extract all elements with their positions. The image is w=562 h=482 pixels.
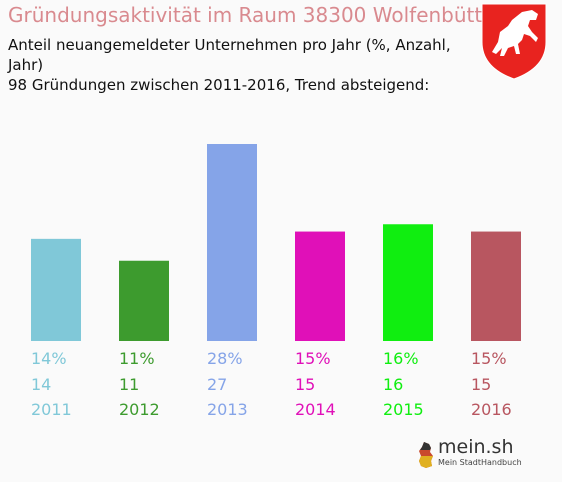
brand-logo[interactable]: mein.sh Mein StadtHandbuch bbox=[414, 436, 534, 474]
subtitle-line-1: Anteil neuangemeldeter Unternehmen pro J… bbox=[8, 36, 451, 74]
x-tick-label: 2012 bbox=[119, 400, 160, 419]
x-tick-label: 2013 bbox=[207, 400, 248, 419]
subtitle-line-2: 98 Gründungen zwischen 2011-2016, Trend … bbox=[8, 76, 430, 94]
bar-count-label: 15 bbox=[471, 375, 491, 394]
bar-2011 bbox=[31, 238, 81, 341]
x-tick-label: 2011 bbox=[31, 400, 72, 419]
chart-title: Gründungsaktivität im Raum 38300 Wolfenb… bbox=[8, 3, 501, 27]
bar-percent-label: 28% bbox=[207, 349, 243, 368]
bar-2015 bbox=[383, 224, 433, 341]
bar-2012 bbox=[119, 260, 169, 341]
brand-tagline: Mein StadtHandbuch bbox=[438, 458, 522, 467]
bar-percent-label: 15% bbox=[471, 349, 507, 368]
bar-count-label: 11 bbox=[119, 375, 139, 394]
bar-count-label: 15 bbox=[295, 375, 315, 394]
x-tick-label: 2016 bbox=[471, 400, 512, 419]
chart-subtitle: Anteil neuangemeldeter Unternehmen pro J… bbox=[8, 35, 478, 95]
bar-2014 bbox=[295, 231, 345, 341]
x-tick-label: 2014 bbox=[295, 400, 336, 419]
coat-of-arms-icon bbox=[481, 3, 547, 80]
bar-count-label: 14 bbox=[31, 375, 51, 394]
bar-2013 bbox=[207, 144, 257, 341]
bar-percent-label: 16% bbox=[383, 349, 419, 368]
bar-percent-label: 14% bbox=[31, 349, 67, 368]
bar-count-label: 16 bbox=[383, 375, 403, 394]
germany-map-icon bbox=[419, 442, 433, 468]
bar-percent-label: 15% bbox=[295, 349, 331, 368]
bar-percent-label: 11% bbox=[119, 349, 155, 368]
bar-2016 bbox=[471, 231, 521, 341]
brand-name: mein.sh bbox=[438, 436, 514, 458]
x-tick-label: 2015 bbox=[383, 400, 424, 419]
bar-count-label: 27 bbox=[207, 375, 227, 394]
